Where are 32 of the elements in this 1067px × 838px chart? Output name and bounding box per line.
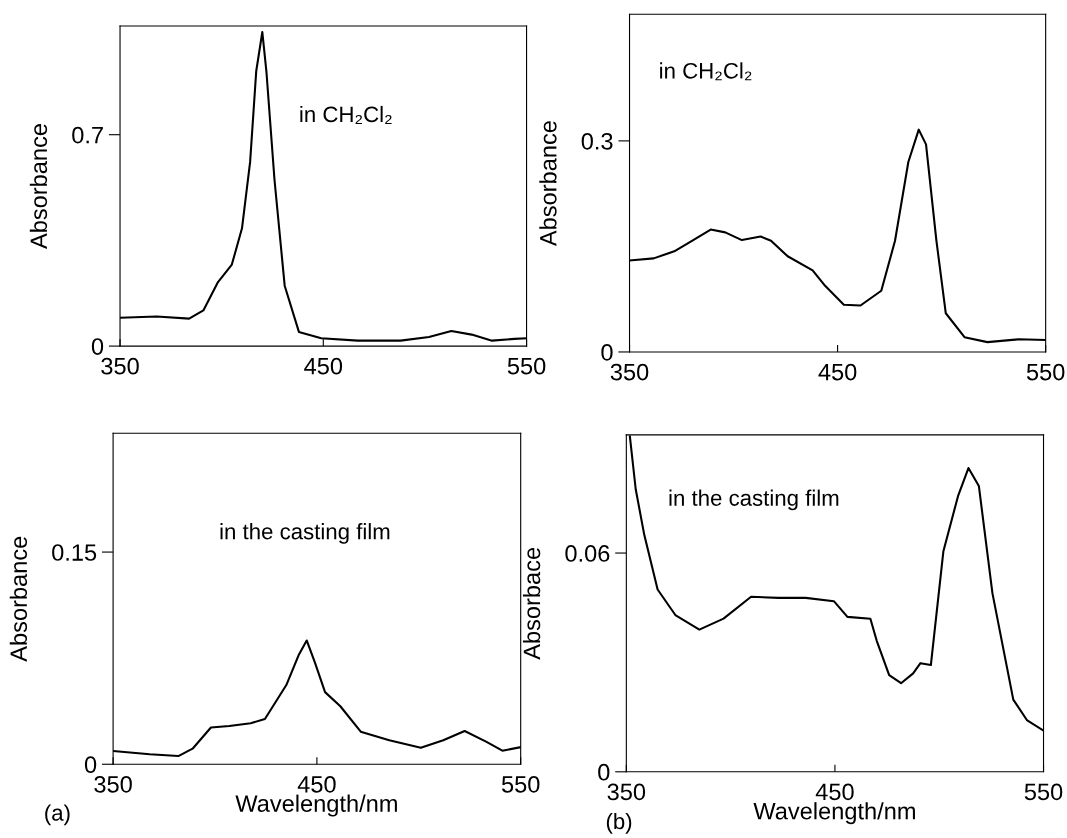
annotation: in the casting film	[669, 489, 839, 511]
text: (b)	[606, 812, 632, 834]
x-tick-label: 350	[101, 357, 139, 375]
y-tick-label: 0.3	[581, 132, 613, 150]
y-axis-title: Absorbance	[29, 124, 48, 249]
annotation: in the casting film	[220, 523, 390, 544]
x-tick-label: 550	[507, 357, 546, 375]
y-axis-title: Absorbace	[522, 547, 541, 660]
y-tick-label: 0	[598, 763, 610, 781]
x-tick-label: 350	[94, 775, 132, 793]
y-tick-label: 0	[601, 344, 613, 361]
annotation: in CH₂Cl₂	[300, 105, 392, 124]
x-axis-title: Wavelength/nm	[753, 802, 915, 825]
y-tick-label: 0.06	[565, 545, 610, 562]
y-axis-title: Absorbance	[539, 121, 557, 247]
x-tick-label: 550	[501, 775, 540, 793]
y-tick-label: 0.7	[72, 126, 103, 144]
annotation: in CH₂Cl₂	[660, 62, 752, 81]
x-tick-label: 350	[607, 783, 646, 801]
y-axis-title: Absorbance	[9, 536, 28, 662]
x-tick-label: 350	[610, 363, 649, 381]
y-tick-label: 0.15	[52, 544, 97, 561]
text: (a)	[45, 804, 70, 826]
y-tick-label: 0	[84, 756, 97, 774]
x-axis-title: Wavelength/nm	[235, 794, 397, 817]
x-tick-label: 450	[297, 775, 336, 793]
y-tick-label: 0	[91, 338, 104, 355]
x-tick-label: 450	[818, 363, 857, 381]
x-tick-label: 450	[304, 357, 343, 375]
x-tick-label: 550	[1026, 363, 1065, 381]
x-tick-label: 550	[1024, 783, 1063, 801]
x-tick-label: 450	[815, 783, 854, 801]
